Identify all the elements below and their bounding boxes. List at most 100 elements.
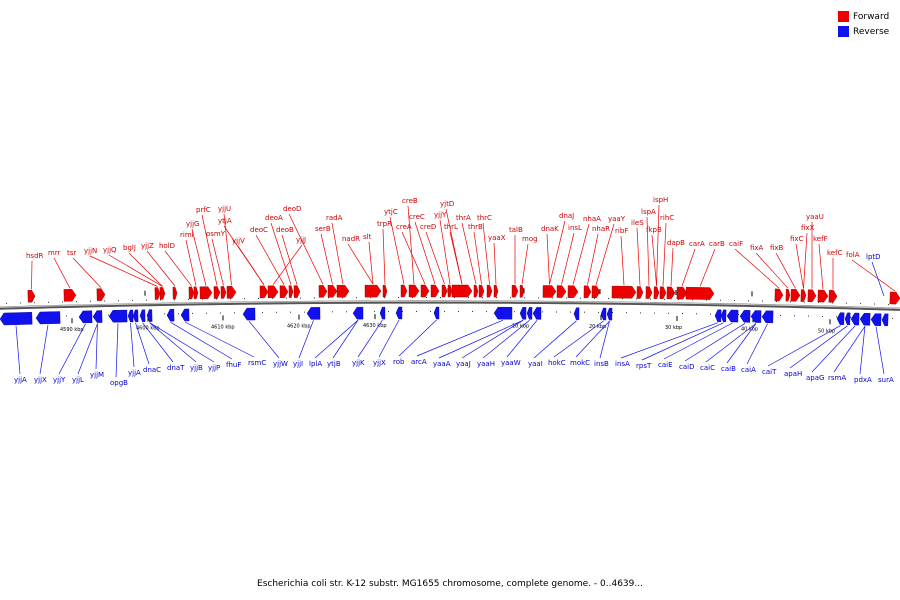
forward-leader-line <box>803 232 808 289</box>
forward-gene-label: yjjJ <box>296 236 306 244</box>
scale-dot <box>146 299 147 301</box>
reverse-gene-label: arcA <box>411 358 427 366</box>
tick-label: 4590 kbp <box>60 327 84 333</box>
forward-leader-line <box>270 222 292 285</box>
reverse-gene-arrow <box>606 307 613 321</box>
reverse-leader-line <box>378 319 400 358</box>
forward-gene-arrow <box>420 284 430 298</box>
scale-dot <box>720 299 721 301</box>
forward-gene-arrow <box>790 289 801 302</box>
forward-gene-arrow <box>447 284 453 298</box>
forward-gene-arrow <box>451 284 473 298</box>
reverse-leader-line <box>705 323 757 363</box>
forward-leader-line <box>185 239 197 286</box>
forward-leader-line <box>561 232 575 285</box>
reverse-leader-line <box>135 322 150 365</box>
scale-dot <box>892 317 893 319</box>
map-caption: Escherichia coli str. K-12 substr. MG165… <box>257 579 643 589</box>
reverse-gene-arrow <box>146 309 153 322</box>
scale-dot <box>794 315 795 317</box>
forward-gene-arrow <box>611 285 637 299</box>
scale-dot <box>664 298 665 300</box>
forward-gene-arrow <box>288 285 294 298</box>
forward-leader-line <box>211 238 224 286</box>
forward-gene-label: yaaX <box>488 234 506 242</box>
scale-dot <box>762 300 763 302</box>
forward-gene-label: yjjU <box>218 205 231 213</box>
reverse-gene-label: yjjA <box>14 376 27 384</box>
forward-leader-line <box>651 234 657 286</box>
scale-dot <box>888 303 889 305</box>
reverse-leader-line <box>115 323 119 378</box>
scale-dot <box>48 301 49 303</box>
forward-leader-line <box>164 250 192 287</box>
forward-leader-line <box>237 245 265 286</box>
forward-gene-label: rihC <box>660 214 674 222</box>
forward-gene-label: thrL <box>444 223 458 231</box>
forward-leader-line <box>31 260 33 290</box>
forward-gene-arrow <box>408 284 420 298</box>
forward-leader-line <box>775 252 796 289</box>
scale-dot <box>356 297 357 299</box>
reverse-gene-arrow <box>714 309 722 322</box>
forward-gene-label: deoB <box>276 226 294 234</box>
scale-dot <box>710 313 711 315</box>
scale-dot <box>846 302 847 304</box>
forward-gene-label: dnaJ <box>559 212 574 220</box>
scale-dot <box>188 298 189 300</box>
reverse-gene-arrow <box>532 307 542 320</box>
scale-dot <box>776 301 777 302</box>
reverse-gene-arrow <box>127 309 134 323</box>
forward-gene-arrow <box>785 288 791 302</box>
chromosome-backbone <box>0 297 900 319</box>
tick-mark <box>374 314 376 320</box>
reverse-gene-label: caiT <box>762 368 777 376</box>
reverse-leader-line <box>170 321 233 360</box>
scale-dot <box>160 299 161 301</box>
scale-dot <box>738 314 739 315</box>
reverse-leader-line <box>416 319 504 357</box>
forward-leader-line <box>482 222 490 285</box>
forward-leader-line <box>818 243 824 290</box>
forward-gene-label: thrC <box>477 214 492 222</box>
reverse-gene-arrow <box>881 313 889 327</box>
reverse-gene-arrow <box>573 307 580 320</box>
reverse-leader-line <box>149 322 197 363</box>
scale-dot <box>668 312 669 314</box>
forward-gene-arrow <box>676 286 688 300</box>
forward-gene-arrow <box>279 285 289 298</box>
scale-dot <box>398 297 399 298</box>
reverse-leader-line <box>599 321 610 359</box>
scale-dot <box>640 312 641 314</box>
reverse-gene-label: rsmC <box>248 359 266 367</box>
reverse-gene-label: rob <box>393 358 405 366</box>
reverse-leader-line <box>789 325 848 369</box>
scale-dot <box>608 298 609 299</box>
reverse-leader-line <box>871 261 885 297</box>
scale-dot <box>734 300 735 301</box>
reverse-gene-label: yjjP <box>208 364 220 372</box>
tick-label: 4610 kbp <box>211 324 235 330</box>
reverse-gene-label: apaG <box>806 374 824 382</box>
tick-label: 4630 kbp <box>363 323 387 329</box>
forward-gene-label: ileS <box>631 219 644 227</box>
scale-dot <box>220 312 221 314</box>
forward-leader-line <box>382 228 386 285</box>
reverse-leader-line <box>641 322 724 361</box>
forward-leader-line <box>521 243 529 285</box>
reverse-gene-label: yjjL <box>72 376 84 384</box>
forward-gene-label: creA <box>396 223 412 231</box>
reverse-leader-line <box>357 319 383 358</box>
forward-gene-arrow <box>493 284 499 298</box>
reverse-gene-arrow <box>0 312 33 326</box>
scale-dot <box>234 312 235 314</box>
forward-leader-line <box>389 216 405 285</box>
reverse-leader-line <box>875 326 885 375</box>
forward-leader-line <box>699 248 716 287</box>
tick-label: 10 kbp <box>512 323 529 329</box>
tick-mark <box>599 289 601 294</box>
reverse-gene-label: opgB <box>110 379 128 387</box>
reverse-gene-label: yaaJ <box>456 360 471 368</box>
scale-dot <box>370 297 371 299</box>
forward-leader-line <box>425 231 445 285</box>
